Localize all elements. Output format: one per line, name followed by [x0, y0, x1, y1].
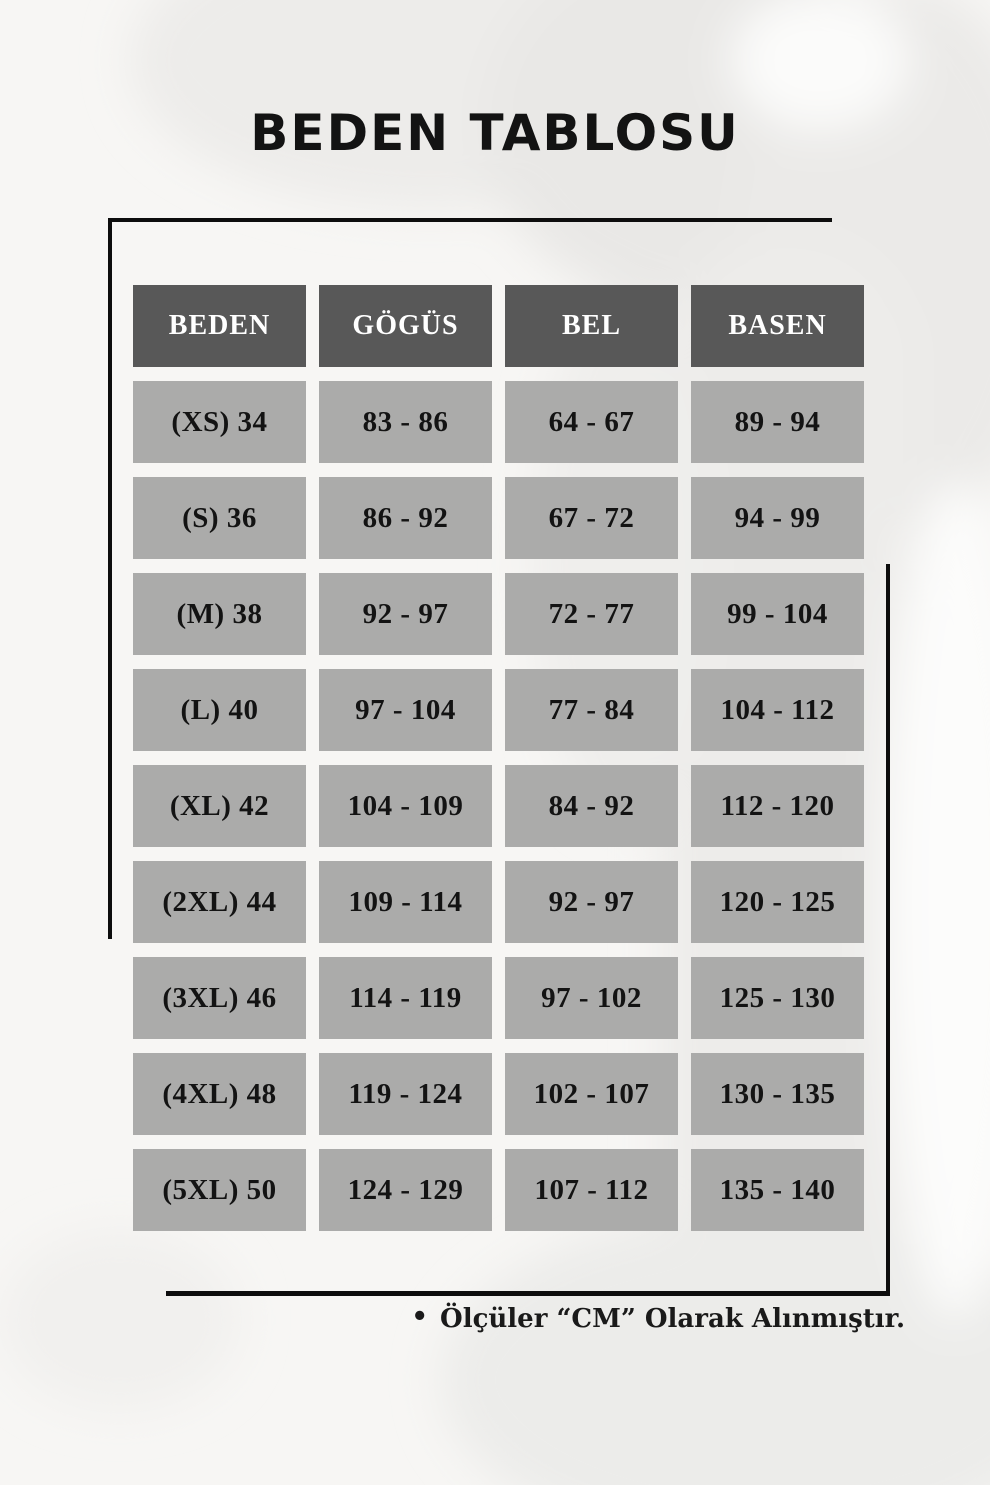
measurement-cell: 72 - 77: [505, 573, 678, 655]
measurement-cell: 97 - 102: [505, 957, 678, 1039]
measurement-cell: 77 - 84: [505, 669, 678, 751]
size-label-cell: (4XL) 48: [133, 1053, 306, 1135]
measurement-cell: 94 - 99: [691, 477, 864, 559]
bracket-line-bottom: [166, 1291, 890, 1296]
measurement-cell: 104 - 112: [691, 669, 864, 751]
measurement-cell: 86 - 92: [319, 477, 492, 559]
measurement-cell: 125 - 130: [691, 957, 864, 1039]
measurement-cell: 64 - 67: [505, 381, 678, 463]
bracket-line-top: [110, 218, 832, 222]
measurement-cell: 97 - 104: [319, 669, 492, 751]
measurement-cell: 92 - 97: [319, 573, 492, 655]
size-label-cell: (XS) 34: [133, 381, 306, 463]
measurement-cell: 83 - 86: [319, 381, 492, 463]
measurement-cell: 67 - 72: [505, 477, 678, 559]
measurement-cell: 130 - 135: [691, 1053, 864, 1135]
bracket-line-right: [886, 564, 890, 1296]
column-header: GÖGÜS: [319, 285, 492, 367]
measurement-cell: 92 - 97: [505, 861, 678, 943]
size-label-cell: (5XL) 50: [133, 1149, 306, 1231]
size-label-cell: (2XL) 44: [133, 861, 306, 943]
measurement-cell: 104 - 109: [319, 765, 492, 847]
measurement-cell: 109 - 114: [319, 861, 492, 943]
bullet-icon: •: [411, 1302, 429, 1332]
footnote-text: Ölçüler “CM” Olarak Alınmıştır.: [440, 1304, 905, 1334]
measurement-cell: 102 - 107: [505, 1053, 678, 1135]
measurement-cell: 135 - 140: [691, 1149, 864, 1231]
size-label-cell: (M) 38: [133, 573, 306, 655]
column-header: BASEN: [691, 285, 864, 367]
size-table: BEDEN GÖGÜS BEL BASEN (XS) 34 83 - 86 64 - 67 8…: [133, 285, 864, 1231]
measurement-cell: 119 - 124: [319, 1053, 492, 1135]
measurement-cell: 99 - 104: [691, 573, 864, 655]
page-title: BEDEN TABLOSU: [250, 104, 740, 162]
size-label-cell: (3XL) 46: [133, 957, 306, 1039]
measurement-cell: 112 - 120: [691, 765, 864, 847]
measurement-cell: 114 - 119: [319, 957, 492, 1039]
measurement-cell: 84 - 92: [505, 765, 678, 847]
column-header: BEDEN: [133, 285, 306, 367]
measurement-cell: 120 - 125: [691, 861, 864, 943]
bracket-line-left: [108, 218, 112, 939]
size-label-cell: (L) 40: [133, 669, 306, 751]
measurement-cell: 124 - 129: [319, 1149, 492, 1231]
measurement-cell: 107 - 112: [505, 1149, 678, 1231]
column-header: BEL: [505, 285, 678, 367]
footnote: • Ölçüler “CM” Olarak Alınmıştır.: [0, 1302, 905, 1334]
measurement-cell: 89 - 94: [691, 381, 864, 463]
size-label-cell: (S) 36: [133, 477, 306, 559]
size-label-cell: (XL) 42: [133, 765, 306, 847]
